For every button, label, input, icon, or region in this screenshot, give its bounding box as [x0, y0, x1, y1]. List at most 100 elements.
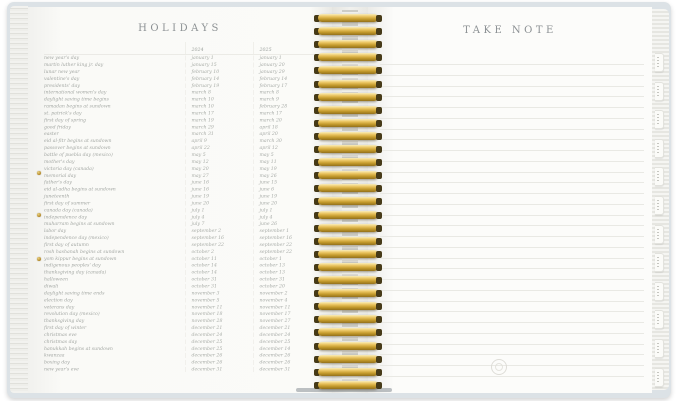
- binding-coil: [314, 131, 382, 140]
- holiday-date-2024: march 19: [185, 118, 253, 123]
- binding-coil: [314, 354, 382, 363]
- holiday-row: presidents' day february 19 february 17: [44, 82, 332, 89]
- holiday-date-2024: june 20: [185, 201, 253, 206]
- coil-wire: [318, 158, 378, 167]
- holiday-date-2025: june 15: [253, 180, 332, 185]
- ruled-line: [380, 96, 644, 98]
- holiday-row: indigenous peoples' day october 14 october…: [44, 262, 332, 269]
- holiday-date-2024: november 28: [185, 319, 253, 324]
- holiday-date-2024: november 11: [185, 305, 253, 310]
- holiday-row: independence day (mexico) september 16 sep…: [44, 234, 332, 241]
- holiday-row: daylight saving time begins march 10 march…: [44, 96, 332, 103]
- month-tab: [655, 253, 664, 273]
- holiday-date-2024: may 20: [185, 166, 253, 172]
- month-tab: [655, 224, 664, 244]
- holiday-name: canada day (canada): [44, 207, 93, 213]
- holiday-name: eid al-fitr begins at sundown: [44, 138, 112, 144]
- holiday-date-2025: september 1: [253, 229, 332, 234]
- brass-rivet: [37, 257, 41, 261]
- holiday-date-2025: february 14: [253, 76, 332, 82]
- holiday-name: first day of autumn: [44, 241, 89, 248]
- holiday-date-2024: october 31: [185, 284, 253, 289]
- ruled-line: [380, 332, 644, 334]
- holiday-date-2025: may 26: [253, 173, 332, 179]
- spine-bottom-shadow: [296, 388, 392, 392]
- holiday-date-2024: march 10: [185, 104, 253, 109]
- holiday-date-2025: september 16: [253, 236, 332, 241]
- holiday-date-2024: may 5: [185, 152, 253, 158]
- holiday-name: yom kippur begins at sundown: [44, 255, 117, 262]
- holiday-row: halloween october 31 october 31: [44, 276, 332, 283]
- ruled-line: [380, 117, 644, 119]
- holiday-name: thanksgiving day (canada): [44, 269, 107, 276]
- take-note-title: TAKE NOTE: [463, 25, 557, 36]
- holiday-name: battle of puebla day (mexico): [44, 151, 113, 158]
- binding-coil: [314, 79, 382, 88]
- holiday-name: indigenous peoples' day: [44, 262, 101, 269]
- coil-wire: [318, 289, 378, 298]
- holiday-row: revolution day (mexico) november 18 novemb…: [44, 311, 332, 318]
- binding-coil: [314, 171, 382, 180]
- holiday-name: valentine's day: [44, 75, 80, 82]
- coil-wire: [318, 105, 378, 114]
- binding-coil: [314, 14, 382, 22]
- holiday-date-2025: april 20: [253, 132, 332, 137]
- holiday-date-2025: january 1: [253, 56, 332, 61]
- month-tab: [655, 81, 664, 101]
- binding-coil: [314, 262, 382, 271]
- holiday-name: daylight saving time begins: [44, 96, 109, 103]
- year-header-2025: 2025: [253, 42, 332, 54]
- coil-wire: [318, 223, 378, 232]
- holiday-name: father's day: [44, 179, 72, 186]
- binding-coil: [314, 158, 382, 167]
- holiday-name: hanukkah begins at sundown: [44, 345, 113, 352]
- holiday-name: passover begins at sundown: [44, 145, 111, 151]
- binding-coil: [314, 341, 382, 350]
- ruled-line: [380, 160, 644, 162]
- month-tab: [655, 310, 664, 330]
- binding-coil: [314, 380, 382, 389]
- coil-wire: [318, 118, 378, 127]
- holiday-name: christmas day: [44, 338, 77, 345]
- holiday-date-2025: may 11: [253, 159, 332, 165]
- holiday-date-2025: march 9: [253, 97, 332, 102]
- holiday-row: new year's eve december 31 december 31: [44, 366, 332, 373]
- coil-wire: [318, 315, 378, 324]
- ruled-line: [380, 365, 644, 366]
- holiday-name: labor day: [44, 228, 67, 234]
- month-tab: [655, 110, 664, 130]
- holiday-row: veterans day november 11 november 11: [44, 304, 332, 311]
- holiday-row: eid al-adha begins at sundown june 16 june…: [44, 186, 332, 193]
- coil-wire: [318, 302, 378, 311]
- holiday-row: martin luther king jr. day january 15 janu…: [44, 61, 332, 68]
- holiday-date-2024: november 5: [185, 298, 253, 303]
- holiday-name: eid al-adha begins at sundown: [44, 186, 116, 193]
- binding-coil: [314, 315, 382, 324]
- brass-rivet: [37, 213, 41, 217]
- holiday-date-2024: december 21: [185, 326, 253, 331]
- holiday-name: new year's day: [44, 55, 80, 61]
- holiday-name: martin luther king jr. day: [44, 62, 104, 68]
- holiday-row: muharram begins at sundown july 7 june 26: [44, 221, 332, 228]
- holiday-name: revolution day (mexico): [44, 311, 100, 317]
- holiday-date-2024: may 12: [185, 159, 253, 165]
- holiday-row: independence day july 4 july 4: [44, 214, 332, 221]
- holiday-name: st. patrick's day: [44, 110, 82, 116]
- holiday-date-2024: november 3: [185, 291, 253, 296]
- binding-coil: [314, 184, 382, 193]
- holiday-date-2024: april 22: [185, 146, 253, 151]
- holiday-date-2025: october 20: [253, 284, 332, 289]
- coil-wire: [318, 79, 378, 88]
- holiday-date-2024: march 29: [185, 125, 253, 130]
- binding-coil: [314, 66, 382, 75]
- coil-wire: [318, 210, 378, 219]
- binding-coil: [314, 105, 382, 114]
- coil-wire: [318, 236, 378, 245]
- holiday-date-2024: december 26: [185, 360, 253, 365]
- holiday-rows-group: new year's day january 1 january 1 martin l…: [44, 55, 332, 373]
- holiday-date-2025: december 21: [253, 326, 332, 331]
- holiday-row: good friday march 29 april 18: [44, 124, 332, 131]
- holiday-name: victoria day (canada): [44, 165, 94, 172]
- holiday-row: ramadan begins at sundown march 10 februar…: [44, 103, 332, 110]
- holiday-row: canada day (canada) july 1 july 1: [44, 207, 332, 214]
